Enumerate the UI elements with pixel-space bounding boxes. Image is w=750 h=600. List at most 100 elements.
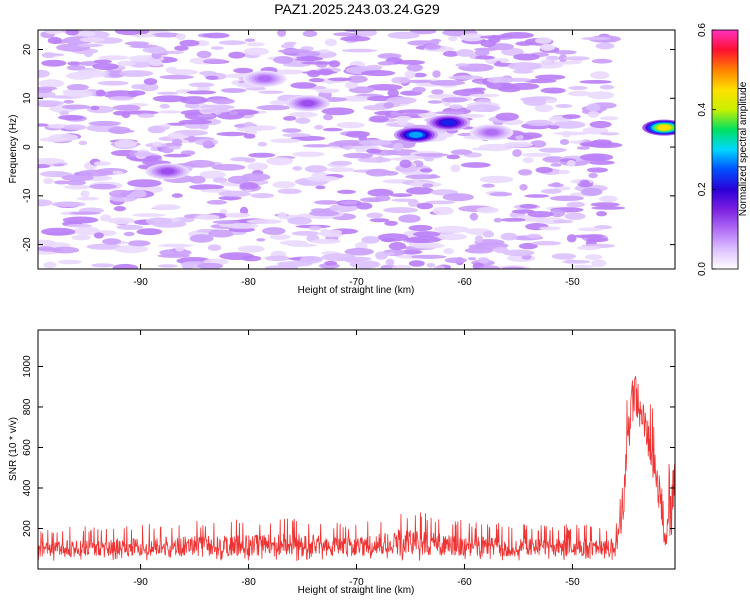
spectrogram-cell <box>196 50 212 59</box>
spectrogram-cell <box>38 158 65 165</box>
spectrogram-cell <box>142 47 167 54</box>
spectrogram-cell <box>366 212 384 219</box>
spectrogram-cell <box>412 72 427 78</box>
spectrogram-cell <box>395 115 412 122</box>
spectrogram-cell <box>282 133 312 138</box>
spectrogram-cell <box>586 167 609 173</box>
spectrogram-cell <box>455 63 470 67</box>
spectrogram-cell <box>584 254 603 260</box>
spectrogram-cell <box>389 193 413 198</box>
spectrogram-cell <box>246 219 283 225</box>
spectrogram-cell <box>479 35 508 39</box>
spectrogram-cell <box>196 214 220 220</box>
spectrogram-cell <box>71 234 92 241</box>
spectrogram-cell <box>480 39 496 48</box>
spectrogram-cell <box>391 76 410 84</box>
colorbar-label: Normalized spectral amplitude <box>738 81 749 216</box>
spectrogram-cell <box>416 202 434 210</box>
spectrogram-cell <box>319 49 330 54</box>
y-tick-label: -10 <box>22 188 33 203</box>
spectrogram-cell <box>347 75 368 83</box>
colorbar-tick-label: 0.0 <box>697 262 708 276</box>
colorbar-tick-label: 0.6 <box>697 23 708 37</box>
spectrogram-cell <box>493 217 502 223</box>
spectrogram-cell <box>54 180 70 185</box>
spectrogram-cell <box>522 97 547 106</box>
spectrogram-cell <box>80 190 90 198</box>
spectrogram-cell <box>489 192 513 197</box>
spectrogram-cell <box>83 49 94 58</box>
spectrogram-cell <box>534 104 554 113</box>
spectrogram-cell <box>47 36 63 45</box>
spectrogram-cell <box>344 247 374 256</box>
spectrogram-cell <box>199 98 232 102</box>
spectrogram-cell <box>375 251 388 260</box>
spectrogram-cell <box>579 153 614 162</box>
spectrogram-cell <box>40 227 76 236</box>
spectrogram-cell <box>414 153 449 157</box>
y-tick-label: 800 <box>22 398 33 415</box>
spectrogram-cell <box>131 213 166 217</box>
spectrogram-cell <box>443 248 455 255</box>
spectrogram-cell <box>588 172 598 179</box>
spectrogram-cell <box>579 80 612 84</box>
spectrogram-cell <box>127 179 162 188</box>
spectrogram-cell <box>225 223 259 229</box>
spectrogram-cell <box>549 209 565 218</box>
spectrogram-cell <box>159 74 194 80</box>
spectrogram-cell <box>501 32 534 39</box>
spectrogram-cell <box>66 224 93 228</box>
spectrogram-cell <box>78 140 88 146</box>
spectrogram-cell <box>92 63 119 70</box>
spectrogram-cell <box>188 82 215 88</box>
spectrogram-cell <box>333 139 368 146</box>
spectrogram-cell <box>262 227 286 235</box>
spectrogram-cell <box>137 113 155 118</box>
spectrogram-cell <box>442 50 459 57</box>
spectrogram-cell <box>430 38 442 43</box>
spectrogram-cell <box>199 170 226 179</box>
spectrogram-cell <box>449 104 463 110</box>
spectrogram-cell <box>38 247 64 252</box>
spectrogram-cell <box>270 138 301 144</box>
spectrogram-cell <box>112 170 124 175</box>
spectrogram-cell <box>518 242 538 250</box>
spectrogram-cell <box>599 84 615 90</box>
spectrogram-cell <box>299 255 323 264</box>
spectrogram-cell <box>367 188 394 197</box>
spectrogram-cell <box>189 234 214 243</box>
spectrogram-cell <box>535 74 566 80</box>
spectrogram-cell <box>446 154 461 160</box>
spectrogram-cell <box>163 153 191 158</box>
spectrogram-noise-layer <box>38 30 626 269</box>
spectrogram-cell <box>542 156 566 163</box>
spectrogram-cell <box>582 126 609 135</box>
spectrogram-cell <box>513 53 540 61</box>
spectrogram-cell <box>424 156 435 162</box>
spectrogram-cell <box>38 164 51 169</box>
spectrogram-cell <box>589 120 612 129</box>
spectrogram-cell <box>161 124 172 128</box>
spectrogram-cell <box>308 225 322 231</box>
spectrogram-cell <box>386 252 395 256</box>
spectrogram-cell <box>553 50 577 55</box>
spectrogram-cell <box>507 82 540 90</box>
spectrogram-cell <box>369 115 389 123</box>
spectrogram-cell <box>538 147 567 153</box>
snr-xlabel: Height of straight line (km) <box>298 585 415 596</box>
spectrogram-cell <box>441 97 468 103</box>
spectrogram-cell <box>225 212 251 218</box>
snr-ylabel: SNR (10 * v/v) <box>8 417 19 481</box>
spectrogram-cell <box>51 201 86 207</box>
spectrogram-cell <box>41 59 67 67</box>
spectrogram-cell <box>384 220 398 226</box>
spectrogram-cell <box>524 194 550 198</box>
chart-title: PAZ1.2025.243.03.24.G29 <box>274 1 440 17</box>
spectrogram-cell <box>564 212 586 220</box>
spectrogram-cell <box>482 230 495 238</box>
spectrogram-cell <box>596 211 607 217</box>
spectrogram-cell <box>256 238 266 242</box>
spectrogram-cell <box>218 196 242 201</box>
spectrogram-cell <box>302 144 331 148</box>
spectrogram-peak-contour <box>300 100 315 107</box>
